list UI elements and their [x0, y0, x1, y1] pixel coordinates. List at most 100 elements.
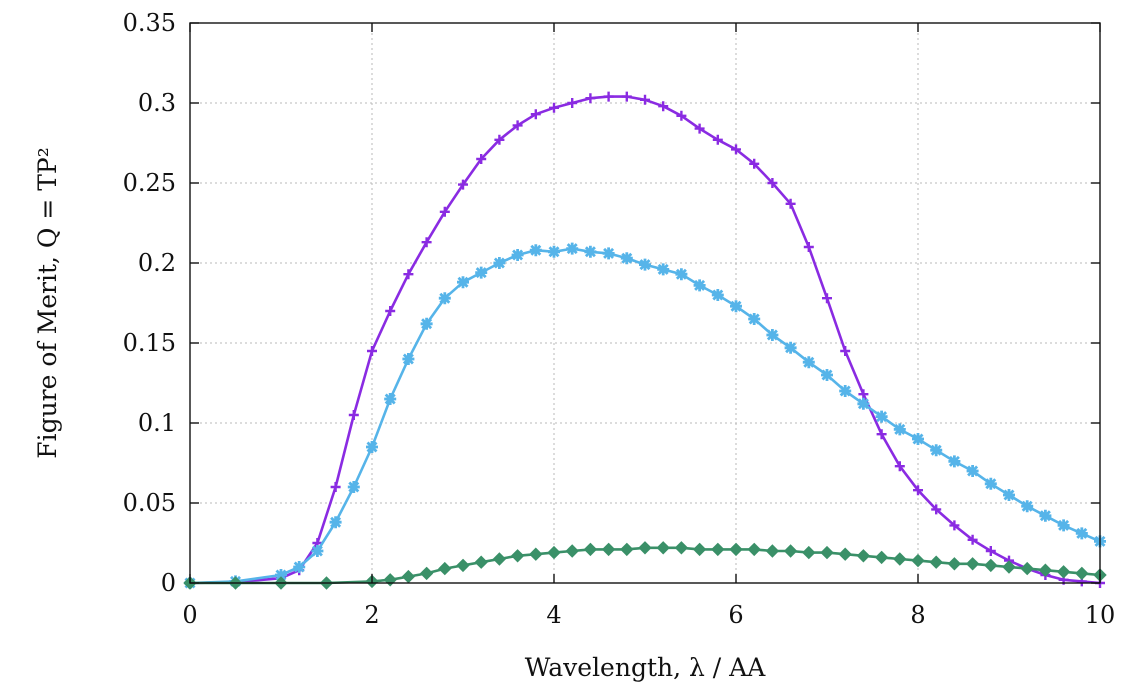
data-point: [747, 542, 761, 557]
x-tick-label: 4: [546, 601, 561, 629]
data-point: [457, 276, 469, 289]
x-tick-label: 6: [728, 601, 743, 629]
series-layer: [183, 91, 1107, 590]
data-point: [638, 541, 652, 555]
data-point: [911, 553, 925, 568]
data-point: [676, 110, 687, 121]
data-point: [674, 541, 689, 555]
y-tick-label: 0: [161, 569, 176, 597]
data-point: [330, 482, 341, 492]
data-point: [476, 154, 487, 164]
data-point: [874, 550, 889, 565]
data-point: [584, 245, 597, 258]
plot-frame: [189, 22, 1101, 584]
x-tick-label: 2: [364, 601, 379, 629]
y-tick-label: 0.2: [138, 249, 176, 277]
data-point: [692, 542, 707, 557]
data-point: [621, 91, 632, 102]
data-point: [530, 109, 541, 120]
data-point: [838, 547, 852, 561]
data-point: [765, 544, 780, 558]
data-point: [766, 329, 779, 341]
data-point: [913, 485, 923, 496]
data-point: [856, 549, 871, 563]
data-point: [549, 102, 559, 113]
data-point: [729, 542, 743, 557]
data-point: [347, 481, 360, 493]
data-point: [711, 542, 725, 557]
data-point: [785, 198, 796, 209]
data-point: [547, 545, 561, 560]
data-point: [494, 134, 505, 145]
data-point: [1003, 489, 1015, 501]
data-point: [731, 144, 741, 155]
data-point: [948, 455, 961, 468]
data-point: [529, 547, 543, 561]
data-point: [458, 179, 468, 190]
data-point: [567, 98, 578, 108]
data-point: [656, 541, 670, 555]
data-point: [984, 558, 998, 573]
data-point: [694, 123, 705, 134]
data-point: [511, 249, 524, 261]
y-axis-label: Figure of Merit, Q = TP²: [33, 147, 62, 459]
data-point: [492, 552, 507, 566]
data-point: [783, 544, 798, 558]
data-point: [947, 557, 962, 571]
data-point: [620, 252, 633, 265]
data-point: [1075, 527, 1088, 540]
data-point: [822, 293, 832, 304]
data-point: [967, 534, 978, 545]
y-tick-label: 0.35: [123, 9, 176, 37]
data-point: [438, 292, 451, 305]
data-point: [730, 300, 742, 313]
y-tick-label: 0.3: [138, 89, 176, 117]
data-point: [693, 279, 706, 292]
axis-ticks: [189, 22, 1101, 584]
data-point: [1020, 561, 1034, 576]
data-point: [876, 429, 887, 440]
data-point: [821, 369, 833, 381]
data-point: [493, 257, 506, 269]
y-tick-label: 0.15: [123, 329, 176, 357]
data-point: [803, 242, 814, 252]
data-point: [585, 93, 596, 104]
data-point: [456, 558, 470, 573]
data-point: [420, 317, 433, 330]
data-point: [1002, 560, 1016, 574]
data-point: [565, 544, 579, 558]
series-1: [185, 91, 1105, 588]
data-point: [403, 269, 414, 280]
data-point: [931, 504, 942, 515]
data-point: [640, 94, 650, 105]
data-point: [474, 555, 488, 569]
data-point: [348, 410, 359, 420]
x-tick-labels: 0 2 4 6 8 10: [182, 601, 1115, 629]
data-point: [749, 158, 760, 169]
data-point: [802, 356, 815, 369]
x-axis-label: Wavelength, λ / AA: [525, 653, 766, 682]
data-point: [802, 545, 816, 560]
x-tick-label: 10: [1085, 601, 1116, 629]
data-point: [984, 477, 997, 490]
data-point: [840, 346, 851, 356]
x-tick-label: 0: [182, 601, 197, 629]
data-point: [965, 557, 980, 571]
data-point: [893, 552, 907, 566]
data-point: [639, 258, 651, 271]
data-point: [1021, 500, 1034, 513]
data-point: [929, 555, 943, 569]
data-point: [601, 542, 616, 557]
data-point: [329, 516, 342, 529]
data-point: [402, 353, 415, 365]
data-point: [893, 423, 906, 436]
series-line: [189, 95, 1101, 585]
y-tick-labels: 0 0.05 0.1 0.15 0.2 0.25 0.3 0.35: [123, 9, 176, 597]
data-point: [784, 341, 797, 354]
data-point: [311, 545, 324, 557]
data-point: [603, 91, 614, 102]
data-point: [966, 465, 979, 477]
data-point: [1057, 519, 1070, 532]
data-point: [875, 410, 888, 423]
